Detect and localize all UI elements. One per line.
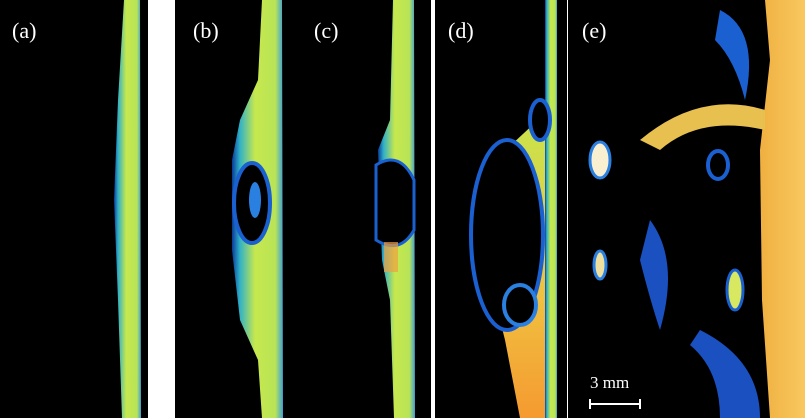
bubble: [530, 100, 550, 140]
panel-c: (c): [301, 0, 431, 418]
bubble: [376, 160, 414, 246]
liquid-film-edge: [545, 0, 557, 418]
panel-label: (e): [582, 18, 606, 43]
panel-label: (c): [314, 18, 338, 43]
panel-a: (a): [0, 0, 148, 418]
bubble-core: [249, 182, 261, 218]
droplet: [727, 270, 743, 310]
scale-bar-label: 3 mm: [590, 373, 629, 392]
panel-label: (b): [193, 18, 219, 43]
panel-e: (e) 3 mm: [568, 0, 805, 418]
droplet: [590, 142, 610, 178]
bubble: [504, 285, 536, 325]
panel-d: (d): [435, 0, 567, 418]
hot-spot: [384, 242, 398, 272]
panel-label: (a): [12, 18, 36, 43]
panel-b: (b): [175, 0, 301, 418]
panel-label: (d): [448, 18, 474, 43]
droplet: [594, 251, 606, 279]
figure: (a) (b) (c) (d) (e): [0, 0, 805, 418]
bubble: [708, 151, 728, 179]
